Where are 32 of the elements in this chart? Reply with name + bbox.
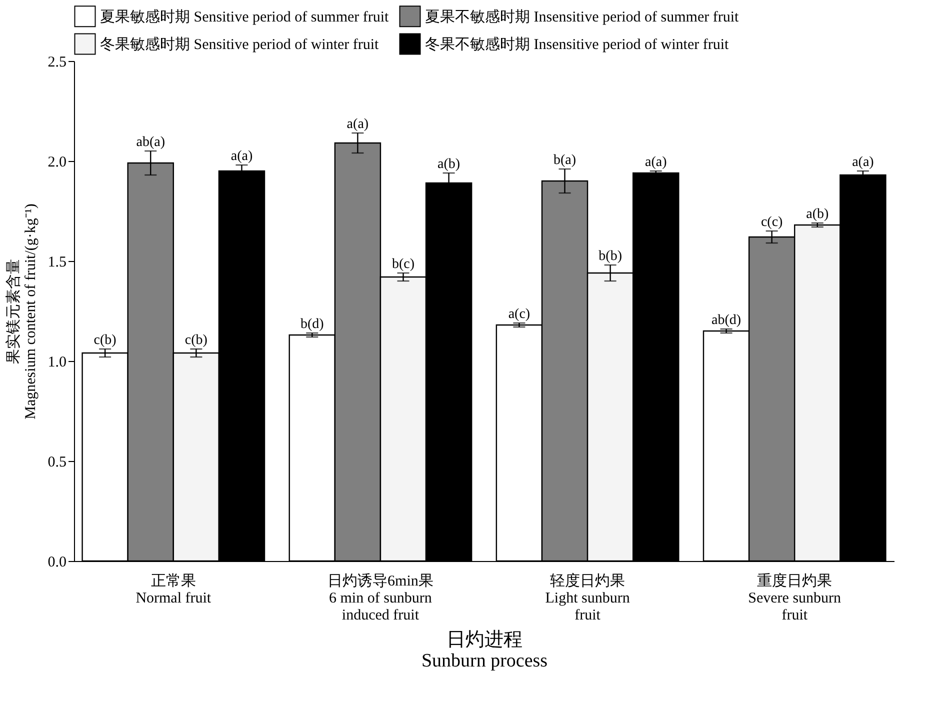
y-axis-title: 果实镁元素含量 Magnesium content of fruit/(g·kg⁻¹)	[4, 204, 39, 420]
y-tick-label: 1.0	[48, 354, 66, 370]
data-label: a(a)	[644, 155, 668, 170]
data-label: c(c)	[760, 215, 784, 230]
data-label: a(b)	[806, 207, 829, 222]
data-label: c(b)	[94, 333, 117, 348]
data-label: a(c)	[508, 307, 530, 322]
y-tick-label: 2.0	[48, 154, 66, 170]
data-label: a(a)	[346, 117, 369, 132]
data-label: c(b)	[184, 333, 208, 348]
y-tick-label: 0.5	[48, 454, 66, 470]
x-axis-title: 日灼进程 Sunburn process	[421, 630, 548, 672]
x-tick-label: 正常果 Normal fruit	[136, 572, 212, 606]
y-tick-label: 1.5	[48, 254, 66, 270]
data-label: b(a)	[553, 153, 576, 168]
x-tick-label: 日灼诱导6min果 6 min of sunburn induced fruit	[328, 572, 434, 624]
legend-label: 冬果敏感时期 Sensitive period of winter fruit	[100, 36, 380, 53]
data-label: b(b)	[598, 249, 622, 264]
x-tick-label: 轻度日灼果 Light sunburn fruit	[545, 572, 630, 624]
data-label: a(a)	[230, 149, 253, 164]
y-tick-label: 0.0	[48, 554, 66, 570]
data-label: a(b)	[438, 157, 460, 172]
data-label: ab(d)	[712, 313, 742, 328]
data-label: a(a)	[852, 155, 874, 170]
data-label: ab(a)	[136, 135, 166, 150]
y-tick-label: 2.5	[48, 54, 66, 70]
data-label: b(c)	[392, 257, 415, 272]
data-label: b(d)	[300, 317, 324, 332]
legend-label: 夏果敏感时期 Sensitive period of summer fruit	[100, 8, 390, 26]
x-tick-label: 重度日灼果 Severe sunburn fruit	[748, 572, 842, 624]
legend-label: 冬果不敏感时期 Insensitive period of winter fruit	[425, 36, 730, 53]
legend-label: 夏果不敏感时期 Insensitive period of summer fruit	[425, 8, 740, 26]
